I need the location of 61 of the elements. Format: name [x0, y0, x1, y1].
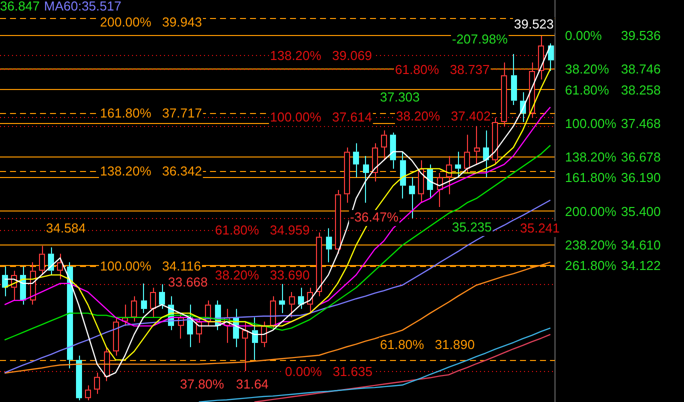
y-tick-label: 35.400	[621, 204, 661, 219]
y-tick-label: 36.190	[621, 170, 661, 186]
ref-line-label: 0.00% 31.635	[285, 364, 372, 379]
text: 138.20%	[565, 149, 617, 164]
candlestick	[363, 155, 369, 204]
text: 200.00%	[565, 204, 617, 219]
text: 238.20%	[565, 237, 617, 252]
annotation: 37.303	[380, 90, 420, 105]
ref-line-label: 61.80% 31.890	[380, 336, 475, 352]
candlestick	[427, 164, 433, 199]
ref-line-label: 138.20% 39.069	[270, 48, 372, 63]
annotation: MA60:35.517	[44, 0, 122, 14]
annotation: -207.98%	[452, 32, 508, 47]
ref-line-label: 100.00% 34.116	[100, 258, 201, 274]
candlestick	[67, 262, 73, 369]
y-tick-label: 37.468	[621, 116, 661, 131]
annotation: 37.80%	[180, 376, 225, 392]
candlestick	[279, 283, 285, 314]
y-tick-label: 34.610	[621, 237, 661, 252]
text: 261.80%	[565, 258, 617, 274]
text: 61.80%	[565, 82, 610, 98]
text: 38.20%	[565, 62, 610, 77]
y-tick-label: 38.746	[621, 62, 661, 77]
annotation: 35.235	[452, 220, 492, 235]
candlestick	[455, 151, 461, 178]
ref-line-label: 61.80% 34.959	[215, 222, 310, 238]
candlestick	[252, 316, 258, 360]
ref-line-label: 200.00% 39.943	[100, 14, 202, 30]
candlestick	[400, 151, 406, 199]
annotation: 36.847	[0, 0, 40, 14]
annotation: 33.668	[168, 274, 208, 290]
candlestick	[48, 246, 54, 276]
y-tick-label: 39.536	[621, 28, 661, 44]
candlestick	[390, 132, 396, 170]
annotation: 34.584	[46, 220, 86, 236]
ref-line-label: 38.20% 33.690	[215, 267, 310, 282]
text: 161.80%	[565, 170, 617, 186]
annotation: 39.523	[514, 16, 554, 32]
candlestick	[298, 287, 304, 310]
ref-line-label: 35.241	[520, 220, 560, 236]
candlestick	[548, 42, 554, 72]
ref-line-label: 61.80% 38.737	[395, 62, 490, 77]
ref-line-label: 161.80% 37.717	[100, 105, 202, 120]
candlestick	[511, 53, 517, 106]
candlestick	[159, 284, 165, 310]
candlestick	[409, 176, 415, 219]
y-tick-label: 34.122	[621, 258, 661, 274]
candlestick	[76, 355, 82, 401]
annotation: -36.47%	[350, 210, 399, 225]
ref-line-label: 138.20% 36.342	[100, 164, 202, 179]
y-tick-label: 38.258	[621, 82, 661, 98]
ref-line-label: 100.00% 37.614	[270, 110, 372, 125]
candlestick	[326, 228, 332, 263]
annotation: 31.64	[236, 376, 269, 392]
text: 0.00%	[565, 28, 602, 44]
y-tick-label: 36.678	[621, 149, 661, 164]
text: 100.00%	[565, 116, 617, 131]
candlestick	[141, 282, 147, 314]
candlestick	[483, 130, 489, 178]
ref-line-label: 38.20% 37.402	[396, 108, 491, 124]
candlestick	[353, 142, 359, 178]
